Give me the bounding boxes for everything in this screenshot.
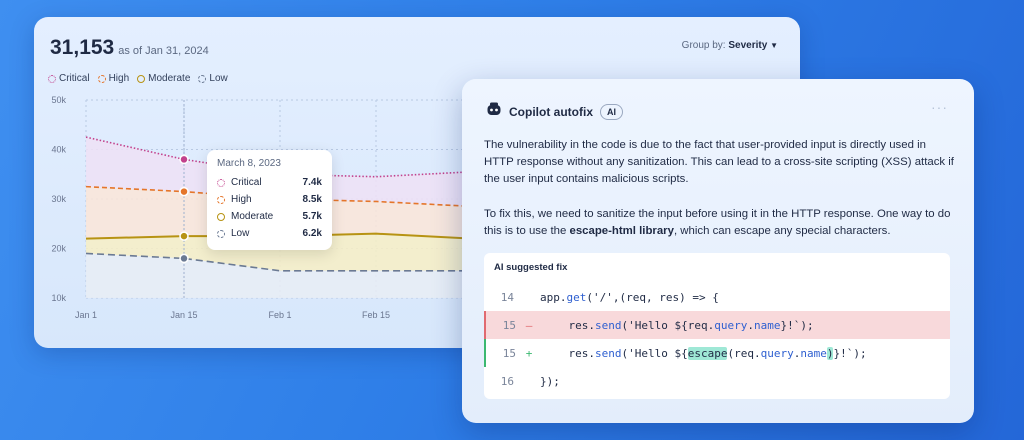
code-line: 16}); — [484, 367, 950, 395]
total-value: 31,153 — [50, 36, 115, 59]
code-line: 14 app.get('/',(req, res) => { — [484, 283, 950, 311]
more-options-icon[interactable]: ··· — [931, 99, 948, 115]
fix-explanation: To fix this, we need to sanitize the inp… — [484, 206, 954, 240]
y-tick-label: 20k — [51, 244, 66, 254]
legend-label: High — [108, 73, 130, 84]
hover-point-low — [179, 253, 189, 264]
vulnerability-explanation: The vulnerability in the code is due to … — [484, 139, 954, 185]
tooltip-value: 7.4k — [302, 177, 322, 188]
group-by-label: Group by: — [681, 40, 726, 51]
high-marker-icon — [97, 74, 106, 83]
tooltip-row-high: High 8.5k — [217, 191, 322, 208]
legend-moderate[interactable]: Moderate — [137, 73, 190, 84]
area-chart: 50k 40k 30k 20k 10k Jan 1 Jan 15 Feb 1 Feb 15 — [51, 95, 794, 320]
area-low — [86, 253, 504, 298]
tooltip-row-moderate: Moderate 5.7k — [217, 208, 322, 225]
low-marker-icon — [217, 229, 225, 238]
hover-point-critical — [179, 154, 189, 165]
y-tick-label: 30k — [51, 194, 66, 204]
x-tick-label: Feb 1 — [268, 310, 291, 320]
tooltip-value: 8.5k — [302, 194, 322, 205]
y-tick-label: 50k — [51, 95, 66, 105]
x-tick-label: Feb 15 — [362, 310, 390, 320]
diff-sign: – — [525, 318, 533, 332]
tooltip-date: March 8, 2023 — [217, 158, 281, 169]
hover-point-high — [179, 186, 189, 197]
ai-badge: AI — [600, 103, 623, 120]
code-text: app.get('/',(req, res) => { — [540, 290, 719, 304]
line-number: 14 — [500, 290, 514, 304]
line-number: 16 — [500, 374, 514, 388]
line-number: 15 — [502, 318, 516, 332]
critical-marker-icon — [217, 178, 225, 187]
group-by-dropdown[interactable]: Group by: Severity ▼ — [682, 40, 778, 51]
chart-tooltip: March 8, 2023 Critical 7.4k High 8.5k Mode… — [207, 150, 332, 250]
tooltip-label: Critical — [231, 177, 262, 188]
code-text: res.send('Hello ${req.query.name}!`); — [542, 318, 814, 332]
library-name: escape-html library — [569, 225, 674, 237]
copilot-icon — [486, 101, 502, 122]
moderate-marker-icon — [137, 74, 146, 83]
as-of-date: as of Jan 31, 2024 — [118, 45, 209, 57]
y-tick-label: 10k — [51, 293, 66, 303]
group-by-value: Severity — [728, 40, 768, 51]
line-number: 15 — [502, 346, 516, 360]
area-critical — [86, 137, 504, 207]
x-tick-label: Jan 15 — [170, 310, 197, 320]
diff-sign: + — [525, 346, 533, 360]
fix-text: , which can escape any special character… — [673, 225, 891, 237]
legend-high[interactable]: High — [97, 73, 130, 84]
code-text: res.send('Hello ${escape(req.query.name)… — [542, 346, 867, 360]
tooltip-label: Low — [231, 228, 250, 239]
low-marker-icon — [198, 74, 207, 83]
critical-marker-icon — [48, 74, 56, 83]
tooltip-label: High — [231, 194, 252, 205]
autofix-title: Copilot autofix — [509, 104, 593, 119]
legend-label: Moderate — [148, 73, 191, 84]
suggested-fix-header: AI suggested fix — [494, 262, 568, 273]
y-tick-label: 40k — [51, 145, 66, 155]
tooltip-row-critical: Critical 7.4k — [217, 174, 322, 191]
chart-legend: Critical High Moderate Low — [48, 73, 228, 84]
code-line-removed: 15– res.send('Hello ${req.query.name}!`)… — [484, 311, 950, 339]
tooltip-row-low: Low 6.2k — [217, 225, 322, 242]
autofix-header: Copilot autofix AI — [486, 101, 623, 122]
tooltip-label: Moderate — [231, 211, 274, 222]
code-line-added: 15 + res.send('Hello ${escape(req.query.n… — [484, 339, 950, 367]
moderate-marker-icon — [217, 212, 225, 221]
code-text: }); — [540, 374, 560, 388]
high-marker-icon — [217, 195, 225, 204]
legend-critical[interactable]: Critical — [48, 73, 90, 84]
suggested-fix-box: AI suggested fix 14 app.get('/',(req, res… — [484, 253, 950, 399]
tooltip-value: 6.2k — [302, 228, 322, 239]
legend-label: Low — [209, 73, 228, 84]
chevron-down-icon: ▼ — [770, 41, 778, 50]
copilot-autofix-card: Copilot autofix AI ··· The vulnerability… — [462, 79, 974, 423]
area-moderate — [86, 233, 504, 271]
tooltip-value: 5.7k — [302, 211, 322, 222]
fix-text: To fix this, we need to sanitize the inp… — [484, 208, 951, 237]
total-count: 31,153 as of Jan 31, 2024 — [50, 36, 209, 60]
hover-point-moderate — [179, 231, 189, 241]
x-tick-label: Jan 1 — [75, 310, 97, 320]
legend-low[interactable]: Low — [198, 73, 228, 84]
legend-label: Critical — [59, 73, 90, 84]
series-line-low — [85, 252, 504, 272]
